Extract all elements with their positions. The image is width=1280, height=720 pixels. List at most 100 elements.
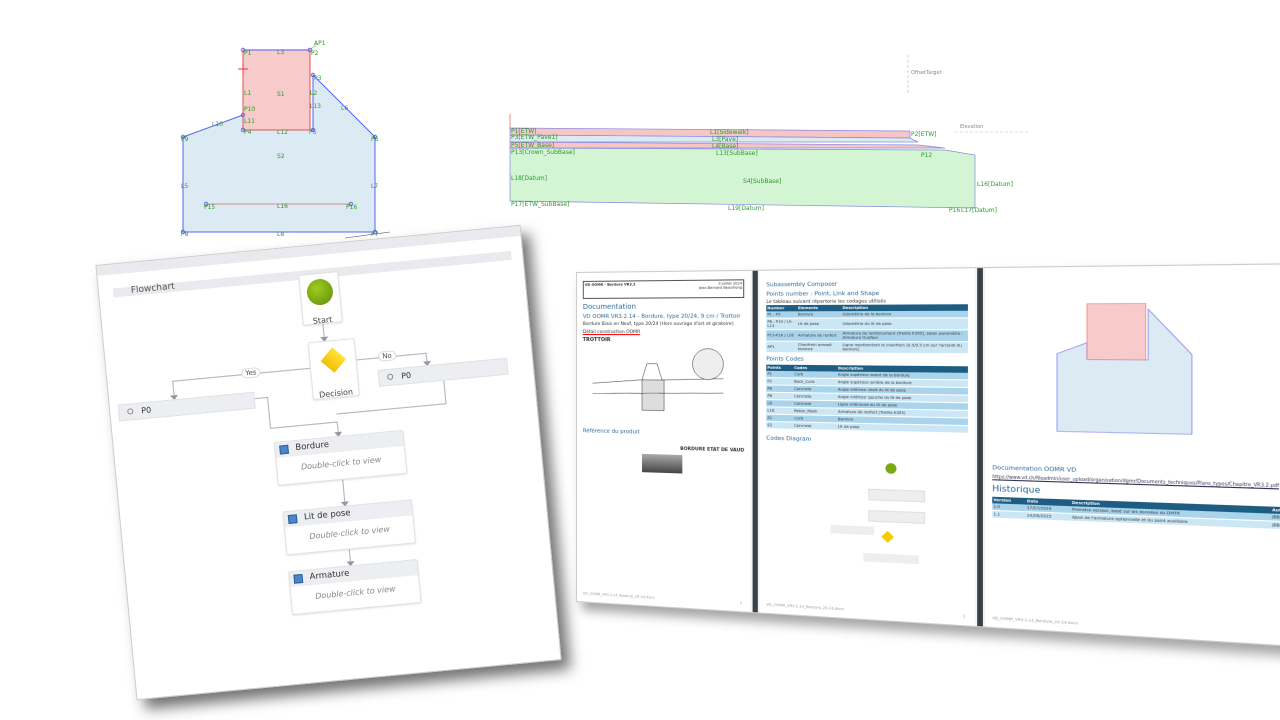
table-cell: S2 (766, 421, 794, 430)
table-cell: Armature de renforcement (Treillis K355)… (841, 329, 968, 342)
table-cell: Armature de renfort (796, 329, 842, 342)
decision-node[interactable]: Decision (307, 338, 360, 401)
link-label: L13[SubBase] (716, 150, 758, 157)
table-cell: AP1 (766, 341, 797, 353)
point-label: P16 (346, 204, 357, 211)
point-label: P5 (309, 129, 317, 136)
detail-heading: Détail construction OOMR (582, 330, 641, 336)
left-branch-label: P0 (140, 405, 152, 416)
start-circle-icon (305, 277, 335, 307)
table-cell: P15-P16 / L16 (766, 329, 797, 342)
link-label: L12 (277, 129, 288, 136)
decision-label: Decision (318, 387, 354, 400)
point-label: P13[Crown_SubBase] (511, 149, 575, 156)
shape-label: S2 (277, 153, 285, 160)
point-label: P15 (204, 204, 215, 211)
elevation-label: Elevation (960, 124, 983, 130)
link-label: L13 (310, 103, 321, 110)
table-cell: 1.1 (992, 510, 1026, 520)
link-label: L6 (341, 105, 348, 112)
page-header: VD OOMR - Bordure VR3.2 3 juillet 2024 Jea… (582, 279, 745, 299)
page-number: 2 (963, 614, 966, 619)
header-author: Jean-Bernard Beaufrong (698, 285, 743, 291)
page-separator (752, 270, 758, 613)
link-label: L5 (181, 183, 188, 190)
link-label: L10 (212, 121, 223, 128)
curb-shape-figure (992, 274, 1236, 446)
point-label: P2 (311, 50, 319, 57)
point-label: P1[ETW] (511, 128, 537, 135)
codes-table: Points Codes Description P1 Curb Angle supér… (766, 364, 968, 434)
document-preview[interactable]: VD OOMR - Bordure VR3.2 3 juillet 2024 Jea… (576, 263, 1280, 649)
activity-name: Armature (309, 568, 350, 583)
point-label: P10 (244, 106, 255, 113)
link-label: L8 (277, 231, 284, 238)
link-label: L11 (244, 118, 255, 125)
construction-detail-drawing (583, 343, 734, 426)
product-image (641, 453, 683, 474)
table-cell: Géométrie du lit de pose (841, 317, 968, 330)
table-cell: Chanfrein arrondi bordure (796, 341, 842, 354)
mini-flowchart (830, 462, 964, 565)
description: Bordure Biais en Neuf, type 20/24 (Hors … (582, 321, 734, 328)
table-cell: 24/06/2025 (1025, 511, 1071, 522)
activity-name: Bordure (295, 439, 330, 454)
circle-icon (127, 408, 134, 415)
activity-icon (293, 573, 304, 584)
point-label: P2[ETW] (911, 131, 937, 138)
point-label: P12 (921, 152, 932, 159)
section-title: Documentation (582, 302, 636, 311)
link-label: L1[Sidewalk] (710, 129, 749, 136)
point-label: P6 (371, 136, 379, 143)
table-cell: Ligne représentant le chanfrein (0.5/0.5… (841, 341, 968, 354)
link-label: L4[Base] (712, 143, 738, 150)
points-table: Number Elements Description P1 - P5 Bordure… (766, 304, 968, 354)
section-subtitle: VD OOMR VR3.2.14 - Bordure, type 20/24, … (582, 313, 741, 320)
document-page-3: Documentation OOMR VD https://www.vd.ch/… (985, 264, 1280, 647)
point-label: P3[ETW_Pave1] (511, 134, 558, 141)
activity-icon (279, 444, 289, 455)
flowchart-connectors (170, 323, 447, 567)
crosshair-icon (238, 64, 248, 74)
point-label: P5[ETW_Base] (511, 142, 554, 149)
link-label: L3[Pave] (712, 136, 738, 143)
table-cell: Lit de pose (836, 422, 968, 434)
shape-label: S1 (277, 91, 285, 98)
table-cell: Concrete (793, 422, 837, 431)
layer-subbase (509, 147, 976, 209)
shape-editor-canvas[interactable]: P1 P2 P3 P4 P5 P6 P7 P8 P9 P10 P15 P16 A… (0, 0, 1280, 240)
layer-pave (509, 134, 919, 143)
point-label: P8 (181, 231, 189, 238)
point-label: P17[ETW_SubBase] (511, 201, 569, 208)
codes-heading: Points Codes (766, 356, 804, 363)
start-node[interactable]: Start (298, 271, 343, 326)
table-cell: Lit de pose (796, 318, 842, 330)
page-number: 1 (739, 600, 743, 606)
shape-label: S4[SubBase] (743, 178, 781, 185)
point-label: P1 (244, 50, 252, 57)
points-heading: Points number : Point, Link and Shape (766, 290, 880, 298)
point-label: P4 (244, 129, 252, 136)
page-separator (977, 268, 983, 627)
point-label: P3 (314, 75, 322, 82)
page-footer: VD_OOMR_VR3.2.14_Bordure_20-24.docx (582, 591, 655, 600)
start-label: Start (312, 315, 333, 326)
point-label: AP1 (314, 40, 326, 47)
no-label: No (377, 350, 397, 362)
header-title: VD OOMR - Bordure VR3.2 (584, 282, 636, 287)
document-page-2: Subassembly Composer Points number : Poi… (759, 268, 975, 626)
decision-diamond-icon (320, 347, 346, 373)
link-label: L16 (277, 203, 288, 210)
link-label: L3 (277, 49, 284, 56)
layer-base (509, 141, 946, 149)
link-label: L18[Datum] (511, 175, 547, 182)
link-label: L16[Datum] (977, 181, 1013, 188)
link-label: L2 (310, 90, 317, 97)
circle-icon (386, 373, 394, 381)
flowchart-panel[interactable]: Flowchart Start Decision Yes No P0 P0 Bo… (95, 224, 562, 701)
section-title: Subassembly Composer (766, 281, 838, 289)
point-label: P16 (949, 207, 960, 214)
product-name: BORDURE ETAT DE VAUD (680, 446, 745, 454)
point-label: P7 (371, 231, 379, 238)
table-cell: JBB (1270, 521, 1280, 531)
